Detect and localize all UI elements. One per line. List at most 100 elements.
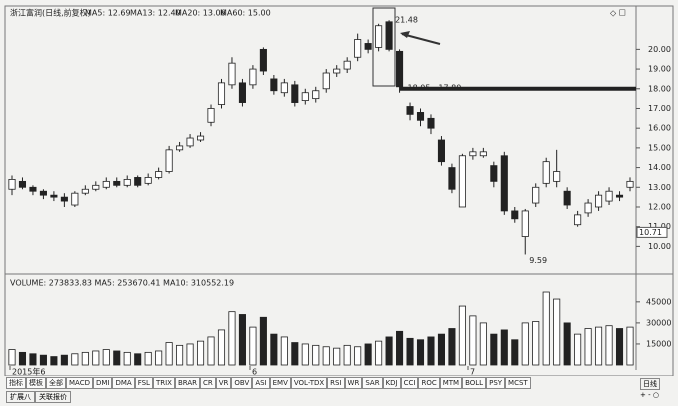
tab[interactable]: CR — [200, 377, 216, 389]
y-tick-label: 16.00 — [648, 124, 671, 133]
tab[interactable]: VR — [215, 377, 232, 389]
candle-body — [92, 184, 100, 190]
volume-bar — [50, 356, 58, 366]
zoom-controls[interactable]: + - ○ — [640, 391, 659, 399]
volume-bar — [81, 351, 89, 366]
candle-body — [458, 155, 466, 208]
ma-legend: MA60: 15.00 — [220, 9, 271, 18]
y-tick-label: 15000 — [646, 339, 671, 348]
tab[interactable]: 模板 — [26, 377, 46, 389]
candle-body — [605, 190, 613, 202]
candle-body — [406, 106, 414, 115]
volume-bar — [102, 349, 110, 366]
tab[interactable]: CCI — [400, 377, 419, 389]
volume-bar — [615, 328, 624, 366]
tab[interactable]: VOL-TDX — [290, 377, 328, 389]
candle-body — [60, 196, 68, 202]
candle-body — [595, 194, 603, 208]
candle-body — [8, 179, 16, 190]
candle-body — [144, 177, 152, 184]
tab[interactable]: EMV — [269, 377, 291, 389]
candle-body — [427, 117, 435, 129]
volume-bar — [584, 328, 592, 366]
ma-legend: MA5: 12.69 — [85, 9, 131, 18]
volume-bar — [8, 349, 16, 366]
volume-bar — [343, 344, 351, 366]
volume-bar — [500, 329, 508, 366]
candle-body — [584, 202, 592, 214]
candle-body — [437, 139, 445, 163]
frame — [4, 5, 674, 376]
volume-bar — [364, 343, 372, 366]
candle-body — [238, 82, 246, 103]
indicator-tabs: 指标 模板 全部 MACD DMI DMA FSL TRIX BRAR CR VR OBV ASI EMV… — [6, 377, 531, 389]
tab[interactable]: DMI — [92, 377, 113, 389]
tab[interactable]: KDJ — [382, 377, 401, 389]
volume-bar — [437, 333, 445, 366]
tab[interactable]: MTM — [439, 377, 463, 389]
window-icons: ◇ ☐ — [610, 9, 626, 18]
candle-body — [490, 165, 498, 182]
volume-bar — [238, 314, 246, 366]
candle-body — [448, 167, 456, 190]
tab[interactable]: BOLL — [462, 377, 487, 389]
candle-body — [312, 90, 320, 100]
candle-body — [479, 151, 487, 157]
period[interactable]: 日线 — [640, 378, 660, 390]
volume-bar — [92, 350, 100, 366]
candle-body — [542, 161, 550, 184]
candle-body — [574, 214, 582, 226]
tab[interactable]: MCST — [505, 377, 531, 389]
volume-bar — [165, 342, 173, 366]
volume-bar — [259, 316, 267, 366]
candle-body — [343, 60, 351, 70]
highlight-box — [372, 7, 396, 87]
volume-bar — [228, 311, 236, 366]
tab[interactable]: OBV — [231, 377, 253, 389]
volume-bar — [479, 322, 487, 366]
tab[interactable]: 指标 — [6, 377, 26, 389]
tab[interactable]: 扩展八 — [6, 391, 35, 403]
y-tick-label: 18.00 — [648, 84, 671, 93]
tab[interactable]: MACD — [66, 377, 93, 389]
volume-bar — [113, 350, 121, 366]
tab[interactable]: ROC — [418, 377, 440, 389]
volume-bar — [123, 351, 131, 366]
tab[interactable]: 全部 — [46, 377, 66, 389]
volume-bar — [301, 343, 309, 366]
candle-body — [469, 151, 477, 157]
volume-bar — [71, 353, 79, 366]
y-tick-label: 45000 — [646, 297, 671, 306]
tab[interactable]: WR — [344, 377, 363, 389]
candle-body — [615, 194, 624, 198]
volume-bar — [574, 333, 582, 366]
tab[interactable]: PSY — [486, 377, 506, 389]
candle-body — [322, 72, 330, 90]
annotation: 9.59 — [529, 256, 547, 265]
tab[interactable]: 关联报价 — [35, 391, 71, 403]
candle-body — [416, 112, 425, 121]
tab[interactable]: FSL — [134, 377, 153, 389]
candle-body — [521, 210, 529, 237]
volume-bar — [511, 339, 519, 366]
candle-body — [39, 190, 47, 196]
volume-bar — [605, 325, 613, 366]
candle-body — [123, 179, 131, 186]
volume-bar — [458, 305, 466, 366]
tab[interactable]: DMA — [112, 377, 135, 389]
volume-bar — [375, 340, 383, 366]
y-tick-label: 15.00 — [648, 143, 671, 152]
tab[interactable]: ASI — [252, 377, 270, 389]
candle-body — [563, 190, 571, 206]
candle-body — [270, 78, 278, 92]
tab[interactable]: BRAR — [174, 377, 200, 389]
candle-body — [553, 171, 561, 182]
candle-body — [102, 180, 110, 188]
candle-body — [532, 186, 540, 204]
tab[interactable]: SAR — [362, 377, 383, 389]
tab[interactable]: RSI — [327, 377, 345, 389]
tab[interactable]: TRIX — [152, 377, 175, 389]
volume-bar — [18, 351, 27, 366]
candle-body — [259, 48, 267, 72]
